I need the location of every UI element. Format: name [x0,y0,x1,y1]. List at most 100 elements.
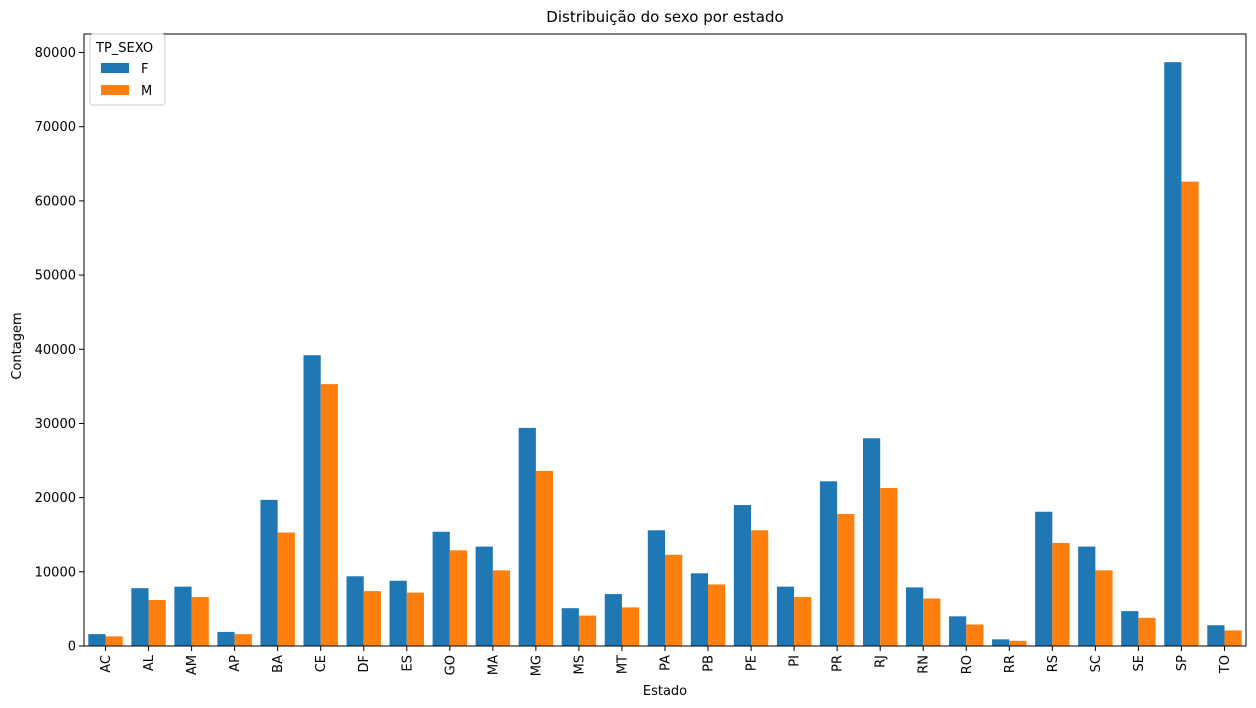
bar-F-RS [1035,511,1053,646]
bar-M-MG [535,470,554,646]
bar-F-SE [1121,611,1139,646]
y-tick-label: 70000 [35,120,76,135]
bar-F-PE [733,505,752,646]
x-tick-label: PR [831,655,846,672]
x-tick-label: GO [443,655,458,675]
bar-F-AC [88,634,106,646]
x-tick-label: ES [400,655,415,671]
bar-M-PE [751,530,769,646]
x-tick-label: MS [572,655,587,674]
y-tick-label: 10000 [35,565,76,580]
bar-M-MA [492,570,511,646]
y-tick-label: 20000 [35,491,76,506]
bar-M-ES [406,592,424,646]
bar-F-PR [819,481,838,646]
y-tick-label: 0 [68,640,76,655]
bar-M-AL [148,600,166,646]
bar-M-CE [320,384,338,646]
x-tick-label: PA [659,655,674,671]
bar-F-MA [475,546,493,646]
y-tick-label: 50000 [35,269,76,284]
bar-M-RN [923,598,941,646]
bar-F-RN [906,587,924,646]
x-tick-label: SP [1175,655,1190,671]
x-tick-label: SE [1132,655,1147,671]
bar-F-DF [346,576,364,646]
x-tick-label: RR [1003,655,1018,673]
x-tick-label: RN [917,655,932,674]
x-tick-label: AP [228,655,243,672]
legend-swatch-F [101,63,129,73]
y-tick-label: 30000 [35,417,76,432]
legend-label-M: M [141,84,152,99]
bar-M-MS [578,615,597,646]
x-tick-label: RJ [874,655,889,668]
bar-M-SP [1181,181,1199,646]
bars-group [88,62,1242,646]
x-tick-label: MG [529,655,544,676]
legend: TP_SEXO FM [89,33,166,106]
bar-F-RR [992,639,1010,646]
bar-M-SC [1095,570,1113,646]
y-tick-label: 40000 [35,343,76,358]
bar-M-AC [105,636,123,646]
bar-M-DF [363,591,381,646]
bar-M-AM [191,597,209,646]
bar-F-TO [1207,625,1225,646]
bar-F-PA [647,530,665,646]
legend-swatch-M [101,85,129,95]
bar-F-RO [949,616,967,646]
x-tick-label: AC [99,655,114,673]
x-tick-label: AM [185,655,200,675]
x-tick-label: MA [486,655,501,675]
chart-title: Distribuição do sexo por estado [546,8,783,26]
bar-F-SC [1078,546,1096,646]
legend-title: TP_SEXO [95,41,153,56]
bar-M-PR [837,513,855,646]
bar-M-PB [708,584,726,646]
bar-M-BA [277,532,295,646]
legend-label-F: F [141,62,148,77]
bar-M-AP [234,634,252,646]
bar-F-BA [260,499,278,646]
bar-M-RJ [880,487,898,646]
bar-M-TO [1224,630,1242,646]
x-tick-label: PE [745,655,760,671]
bar-F-CE [303,355,321,646]
bar-F-AL [131,588,149,646]
bar-F-AM [174,586,192,646]
x-tick-label: PB [702,655,717,672]
bar-F-MS [561,608,579,646]
x-axis-label: Estado [643,684,687,699]
bar-M-RS [1052,542,1070,646]
bar-F-SP [1164,62,1182,646]
bar-F-ES [389,580,407,646]
y-axis-label: Contagem [10,312,25,379]
bar-F-AP [217,631,235,646]
bar-F-RJ [862,438,881,646]
bar-M-PA [665,554,683,646]
bar-M-PI [794,597,812,646]
x-tick-label: MT [615,655,630,674]
x-tick-label: BA [271,655,286,673]
x-tick-label: CE [314,655,329,672]
x-tick-label: SC [1089,655,1104,672]
bar-F-MT [604,594,622,646]
bar-M-SE [1138,617,1156,646]
x-tick-label: RO [960,655,975,674]
bar-M-GO [449,550,468,646]
x-tick-label: RS [1046,655,1061,672]
x-tick-label: PI [788,655,803,667]
x-tick-label: DF [357,655,372,673]
x-tick-label: TO [1218,655,1233,674]
bar-F-GO [432,531,450,646]
bar-F-MG [518,427,536,646]
x-tick-label: AL [142,654,157,671]
bar-F-PB [690,573,709,646]
y-tick-label: 60000 [35,194,76,209]
bar-F-PI [776,586,795,646]
bar-M-RR [1009,640,1027,646]
bar-M-RO [966,624,984,646]
